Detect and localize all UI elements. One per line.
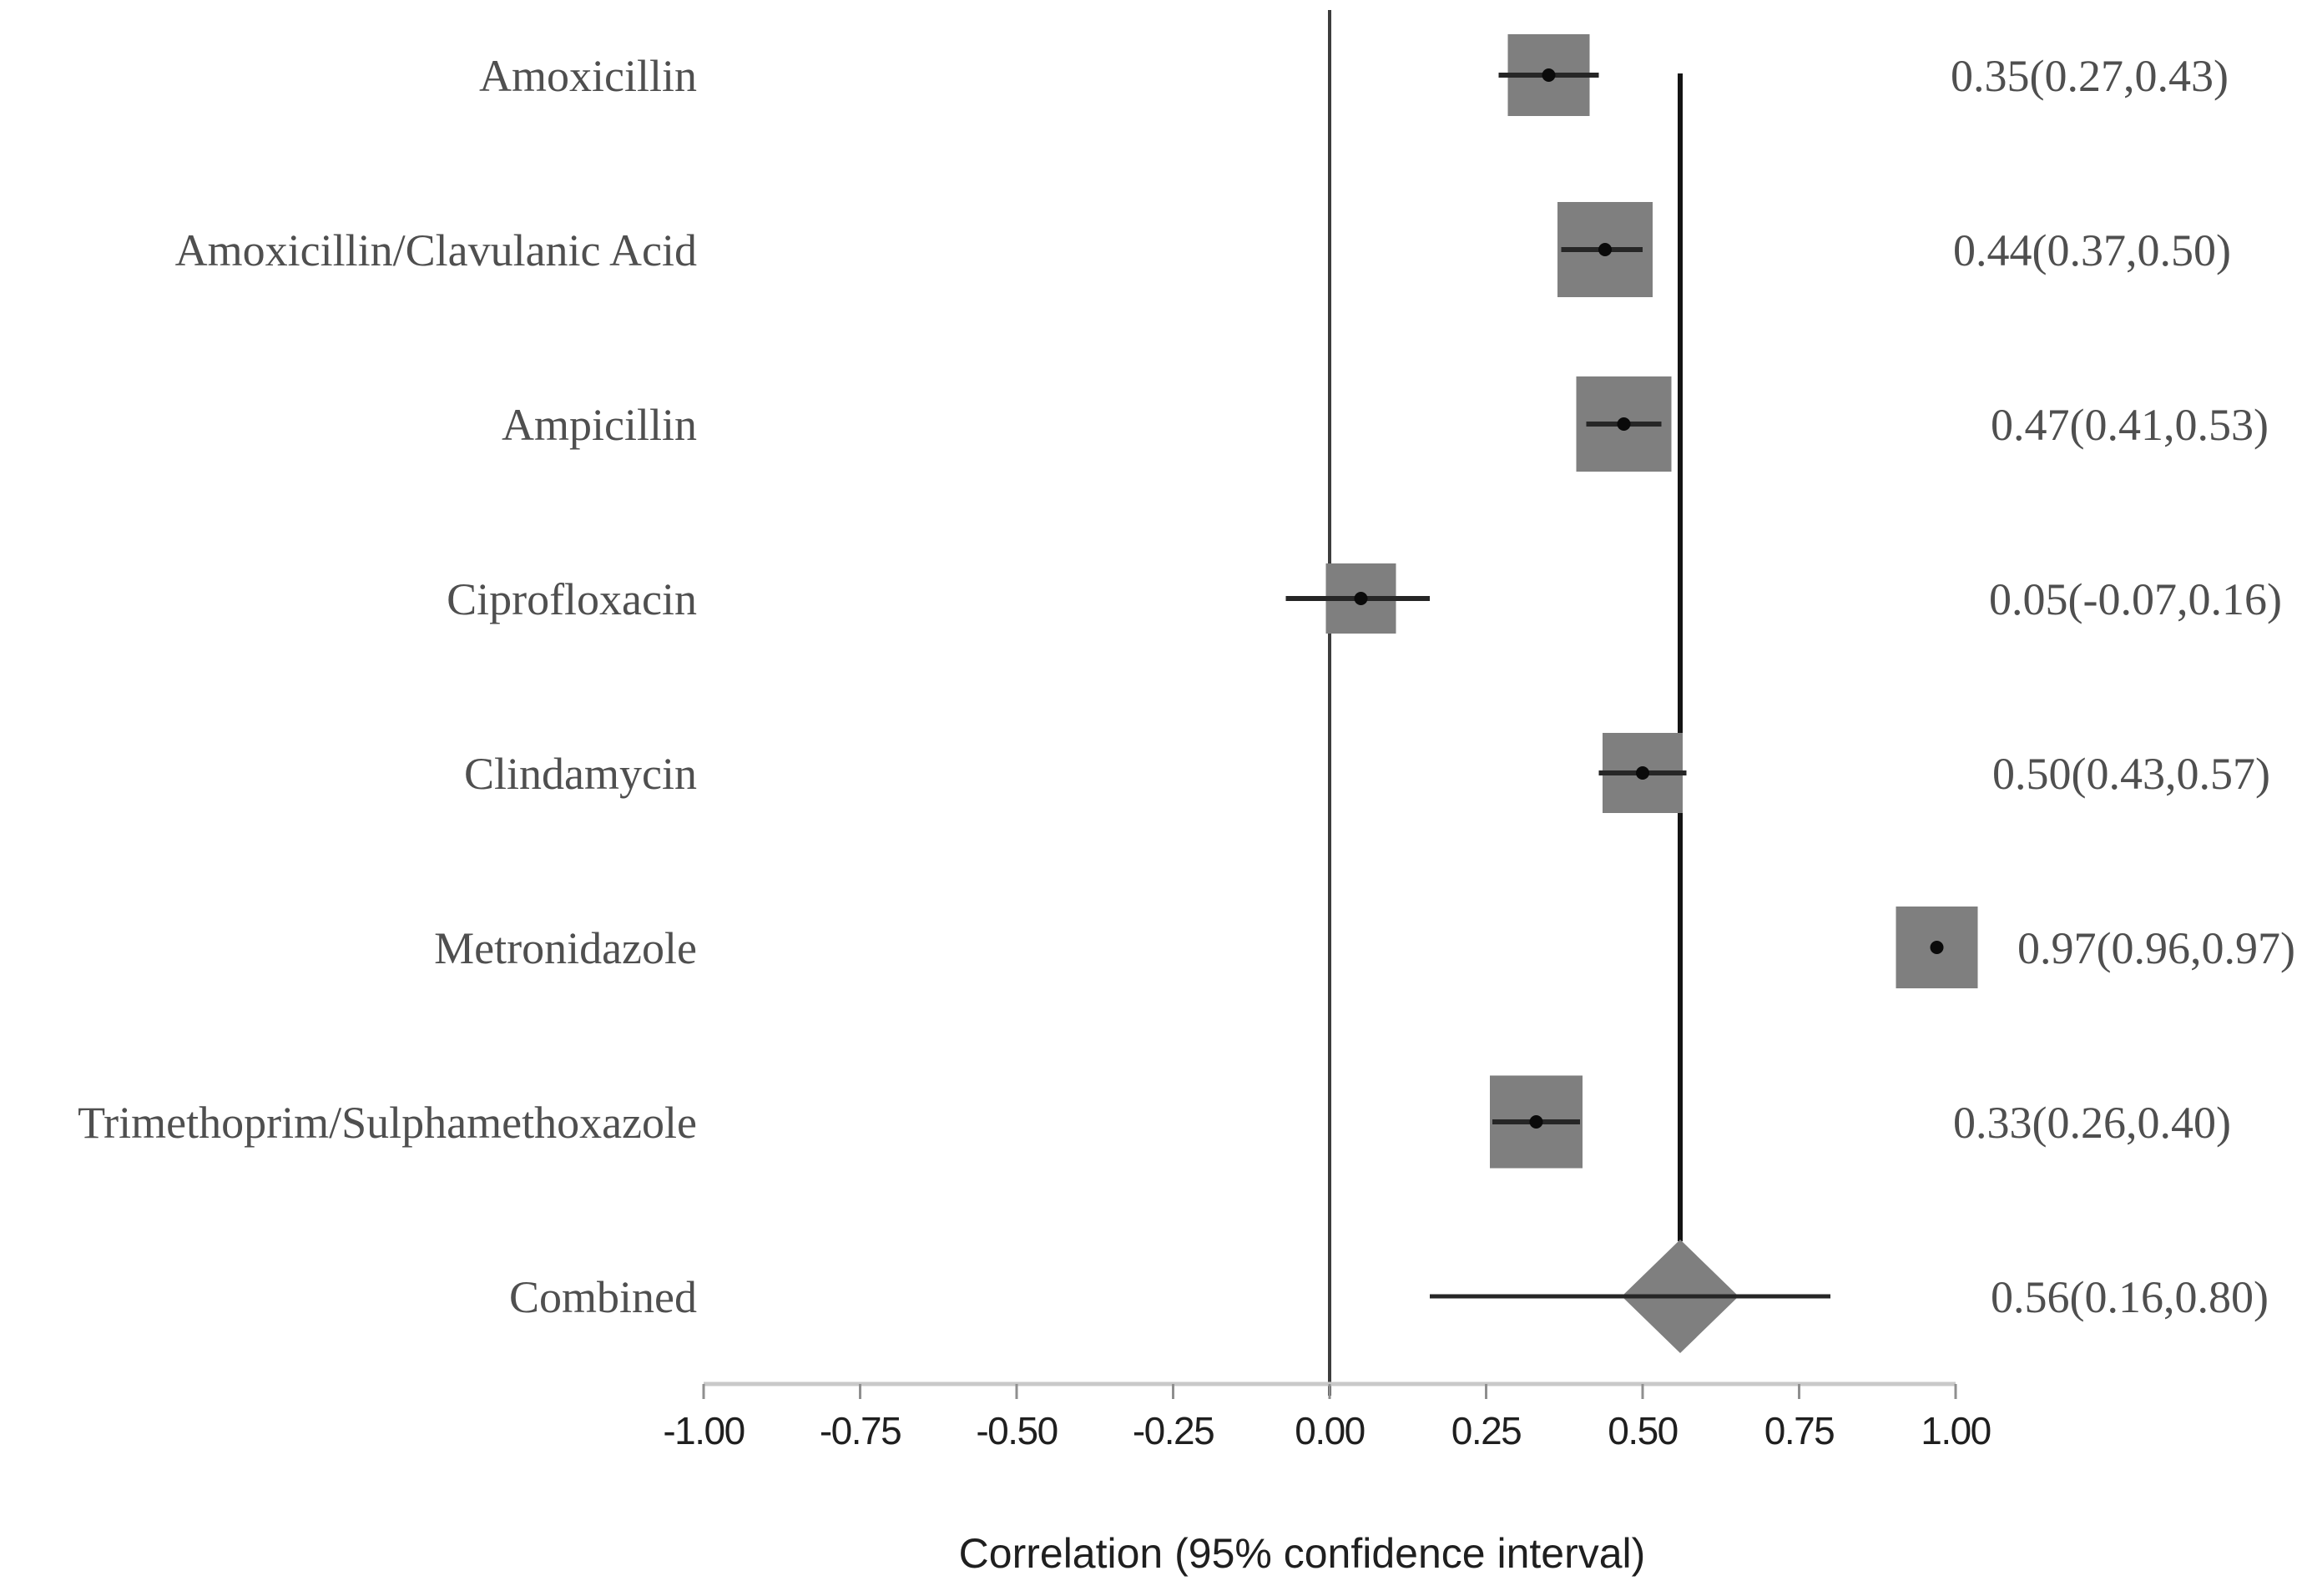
- row-value: 0.50(0.43,0.57): [1992, 749, 2270, 799]
- x-tick-label: 1.00: [1921, 1409, 1991, 1452]
- effect-dot: [1529, 1115, 1543, 1129]
- effect-dot: [1617, 417, 1631, 431]
- x-tick-label: -1.00: [663, 1409, 744, 1452]
- effect-dot: [1598, 243, 1612, 256]
- row-label: Metronidazole: [434, 923, 697, 973]
- row-label: Ciprofloxacin: [447, 574, 697, 624]
- row-value: 0.35(0.27,0.43): [1951, 51, 2229, 101]
- effect-dot: [1930, 941, 1944, 954]
- row-label: Amoxicillin/Clavulanic Acid: [175, 225, 697, 275]
- row-label: Trimethoprim/Sulphamethoxazole: [78, 1098, 697, 1148]
- row-label: Amoxicillin: [479, 51, 697, 101]
- row-value: 0.97(0.96,0.97): [2017, 923, 2295, 973]
- plot-marks: -1.00 -0.75 -0.50 -0.25 0.00 0.25 0.50 0.75 1.00…: [78, 10, 2295, 1452]
- row-value: 0.44(0.37,0.50): [1953, 225, 2231, 275]
- effect-dot: [1636, 766, 1649, 780]
- x-tick-label: 0.25: [1451, 1409, 1522, 1452]
- row-value: 0.47(0.41,0.53): [1991, 400, 2269, 450]
- effect-dot: [1354, 592, 1368, 605]
- x-tick-label: 0.75: [1764, 1409, 1835, 1452]
- row-value: 0.33(0.26,0.40): [1953, 1098, 2231, 1148]
- row-value: 0.56(0.16,0.80): [1991, 1272, 2269, 1322]
- row-label: Combined: [509, 1272, 697, 1322]
- x-tick-label: -0.25: [1133, 1409, 1214, 1452]
- x-axis-title: Correlation (95% confidence interval): [959, 1530, 1646, 1577]
- row-label: Ampicillin: [502, 400, 697, 450]
- x-tick-label: 0.50: [1608, 1409, 1678, 1452]
- x-tick-label: -0.50: [976, 1409, 1057, 1452]
- x-tick-label: 0.00: [1295, 1409, 1365, 1452]
- effect-dot: [1542, 68, 1556, 82]
- x-tick-label: -0.75: [820, 1409, 901, 1452]
- row-label: Clindamycin: [464, 749, 697, 799]
- row-value: 0.05(-0.07,0.16): [1989, 574, 2282, 624]
